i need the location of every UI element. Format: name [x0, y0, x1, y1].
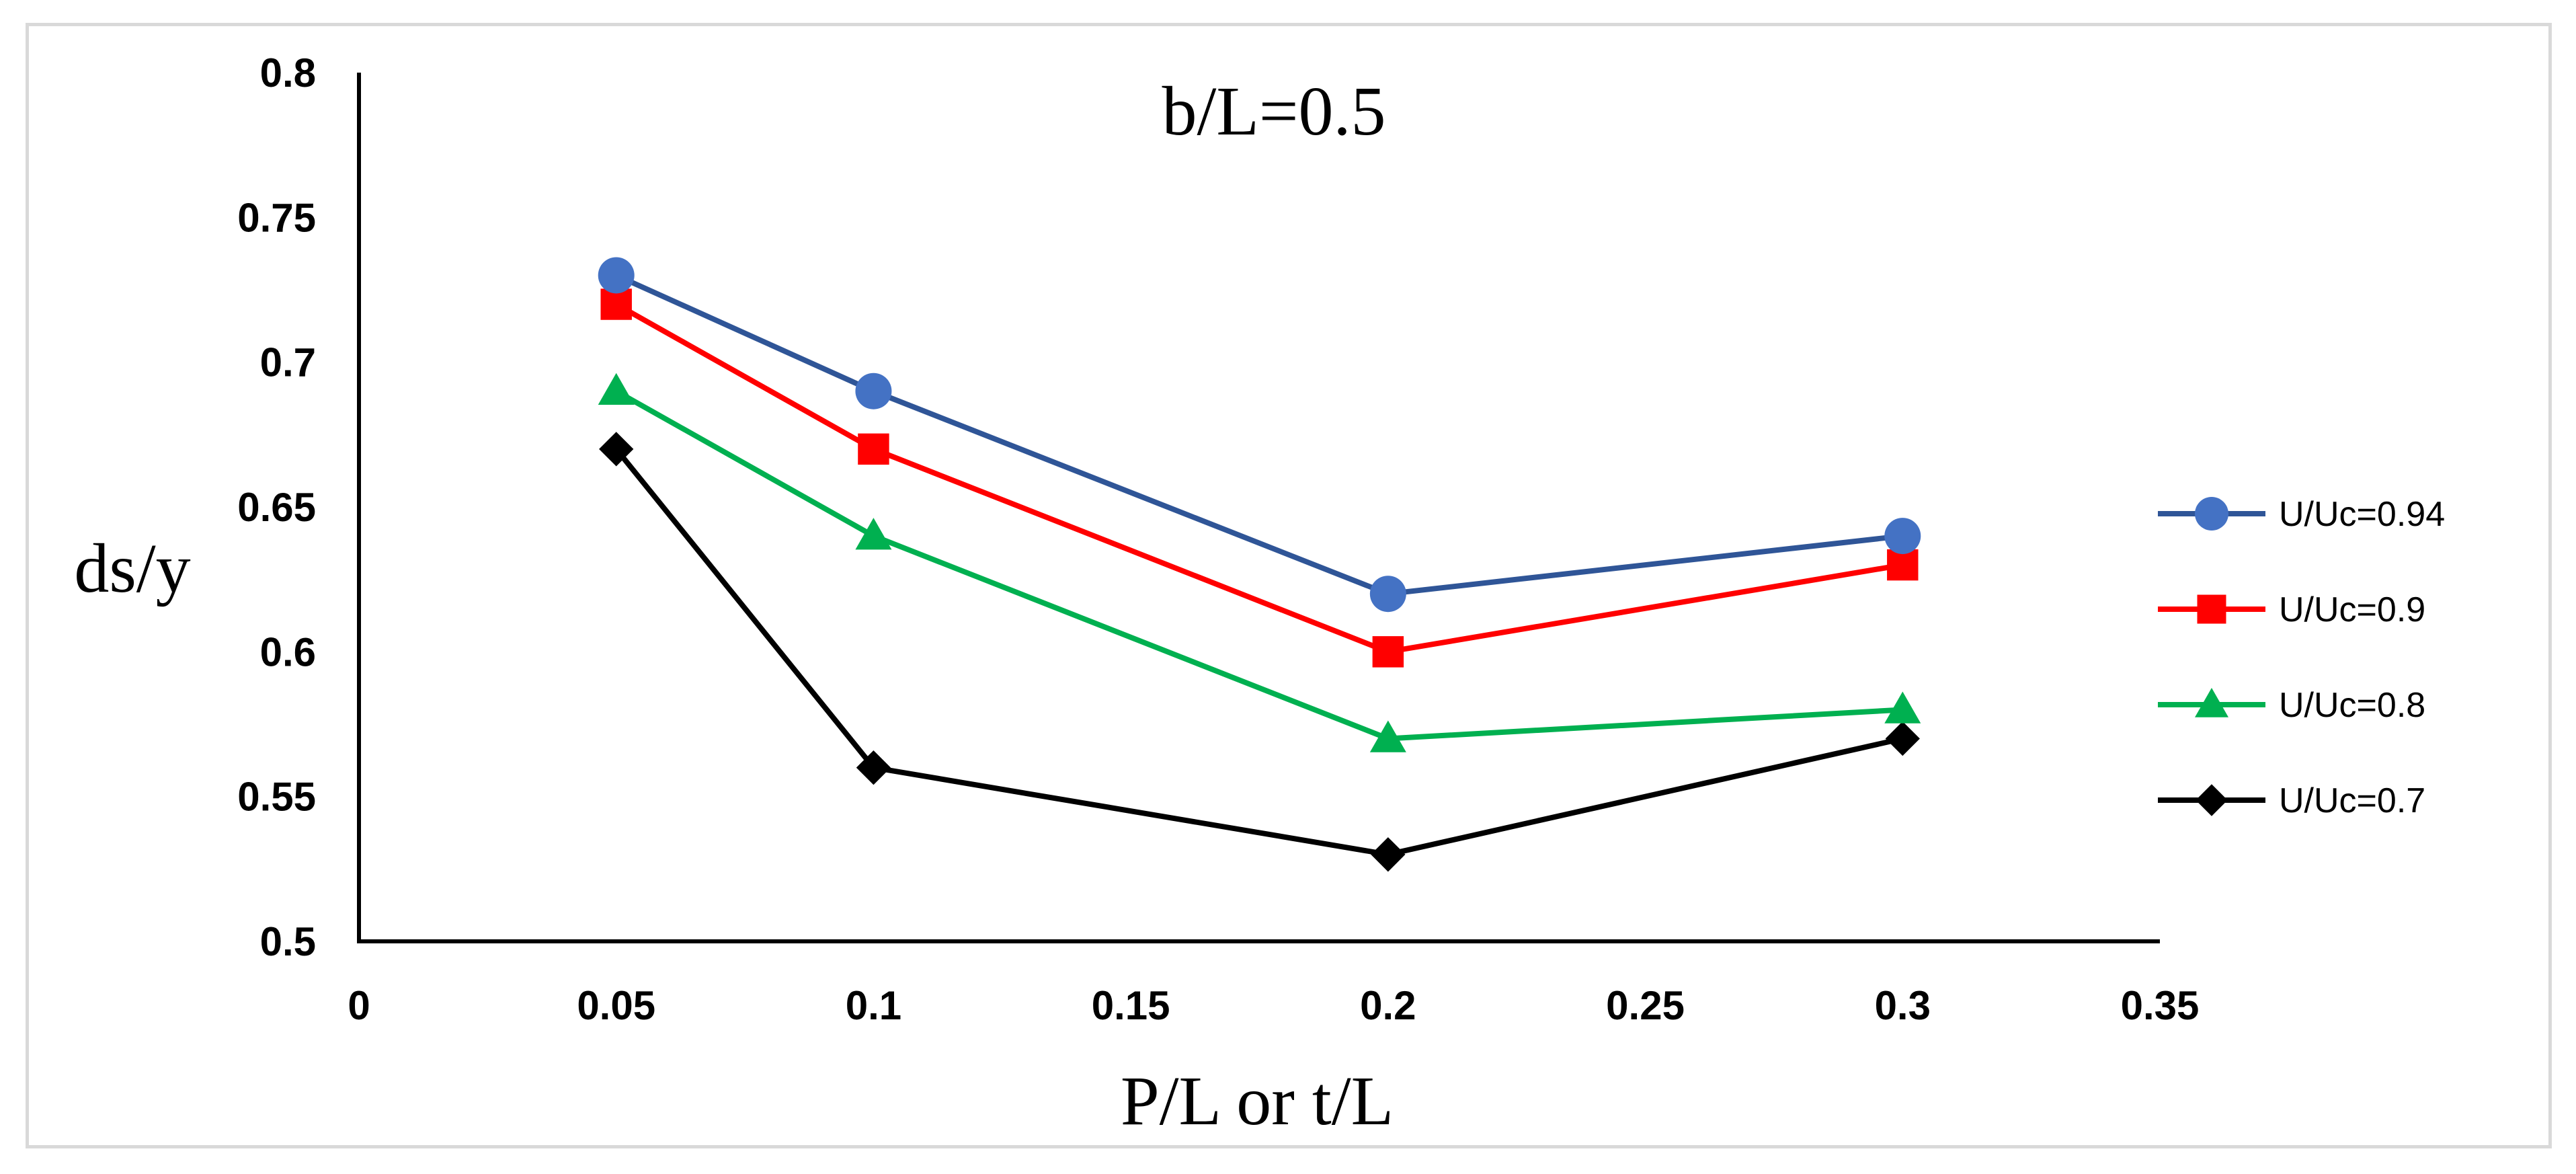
series-line: [614, 302, 1903, 655]
x-tick-label: 0.05: [577, 983, 655, 1028]
x-tick-label: 0.3: [1875, 983, 1931, 1028]
data-point: [598, 373, 635, 405]
chart-frame: [26, 23, 2552, 1148]
y-tick-label: 0.8: [260, 50, 316, 95]
y-tick-label: 0.65: [237, 485, 316, 530]
data-point: [1887, 549, 1919, 581]
series-U/Uc=0.9: [600, 288, 1919, 668]
x-tick-label: 0.25: [1606, 983, 1685, 1028]
x-tick-label: 0.1: [846, 983, 901, 1028]
legend-entry: U/Uc=0.7: [2158, 781, 2425, 820]
y-tick-label: 0.6: [260, 629, 316, 674]
data-point: [858, 433, 889, 465]
legend-marker: [2195, 497, 2228, 531]
legend-marker: [2197, 594, 2226, 624]
data-point: [1371, 837, 1406, 872]
legend-entry: U/Uc=0.8: [2158, 686, 2425, 725]
data-point: [856, 750, 891, 785]
legend-label: U/Uc=0.9: [2279, 590, 2425, 629]
x-tick-label: 0: [348, 983, 370, 1028]
legend-label: U/Uc=0.7: [2279, 781, 2425, 820]
legend-entry: U/Uc=0.94: [2158, 495, 2445, 534]
y-tick-label: 0.75: [237, 195, 316, 240]
series-U/Uc=0.94: [598, 257, 1921, 613]
data-point: [1369, 720, 1406, 752]
y-tick-label: 0.5: [260, 919, 316, 964]
x-tick-label: 0.35: [2121, 983, 2200, 1028]
x-tick-label: 0.2: [1360, 983, 1416, 1028]
data-point: [855, 518, 892, 550]
y-tick-labels: 0.5 0.55 0.6 0.65 0.7 0.75 0.8: [237, 50, 316, 964]
data-point: [1372, 636, 1404, 668]
series-line: [614, 447, 1904, 857]
data-point: [600, 288, 632, 320]
legend-marker: [2196, 784, 2228, 816]
data-point: [598, 257, 635, 294]
x-tick-label: 0.15: [1092, 983, 1170, 1028]
legend-entry: U/Uc=0.9: [2158, 590, 2425, 629]
series-line: [614, 389, 1903, 742]
x-tick-labels: 0 0.05 0.1 0.15 0.2 0.25 0.3 0.35: [348, 983, 2199, 1028]
data-point: [1884, 691, 1921, 723]
y-tick-label: 0.7: [260, 340, 316, 385]
legend-marker: [2195, 688, 2228, 717]
legend: U/Uc=0.94 U/Uc=0.9 U/Uc=0.8 U/Uc=0.7: [2158, 495, 2445, 820]
series-layer: [598, 257, 1921, 872]
series-U/Uc=0.8: [598, 373, 1921, 752]
y-axis-label: ds/y: [74, 530, 190, 607]
data-point: [1369, 576, 1406, 613]
legend-label: U/Uc=0.8: [2279, 686, 2425, 725]
series-U/Uc=0.7: [599, 432, 1920, 872]
legend-label: U/Uc=0.94: [2279, 495, 2445, 534]
data-point: [855, 373, 892, 409]
x-axis-label: P/L or t/L: [1121, 1062, 1394, 1140]
data-point: [1884, 518, 1921, 555]
chart-title: b/L=0.5: [1162, 73, 1385, 150]
data-point: [599, 432, 634, 467]
series-line: [615, 272, 1903, 597]
data-point: [1885, 721, 1920, 756]
y-tick-label: 0.55: [237, 775, 316, 820]
